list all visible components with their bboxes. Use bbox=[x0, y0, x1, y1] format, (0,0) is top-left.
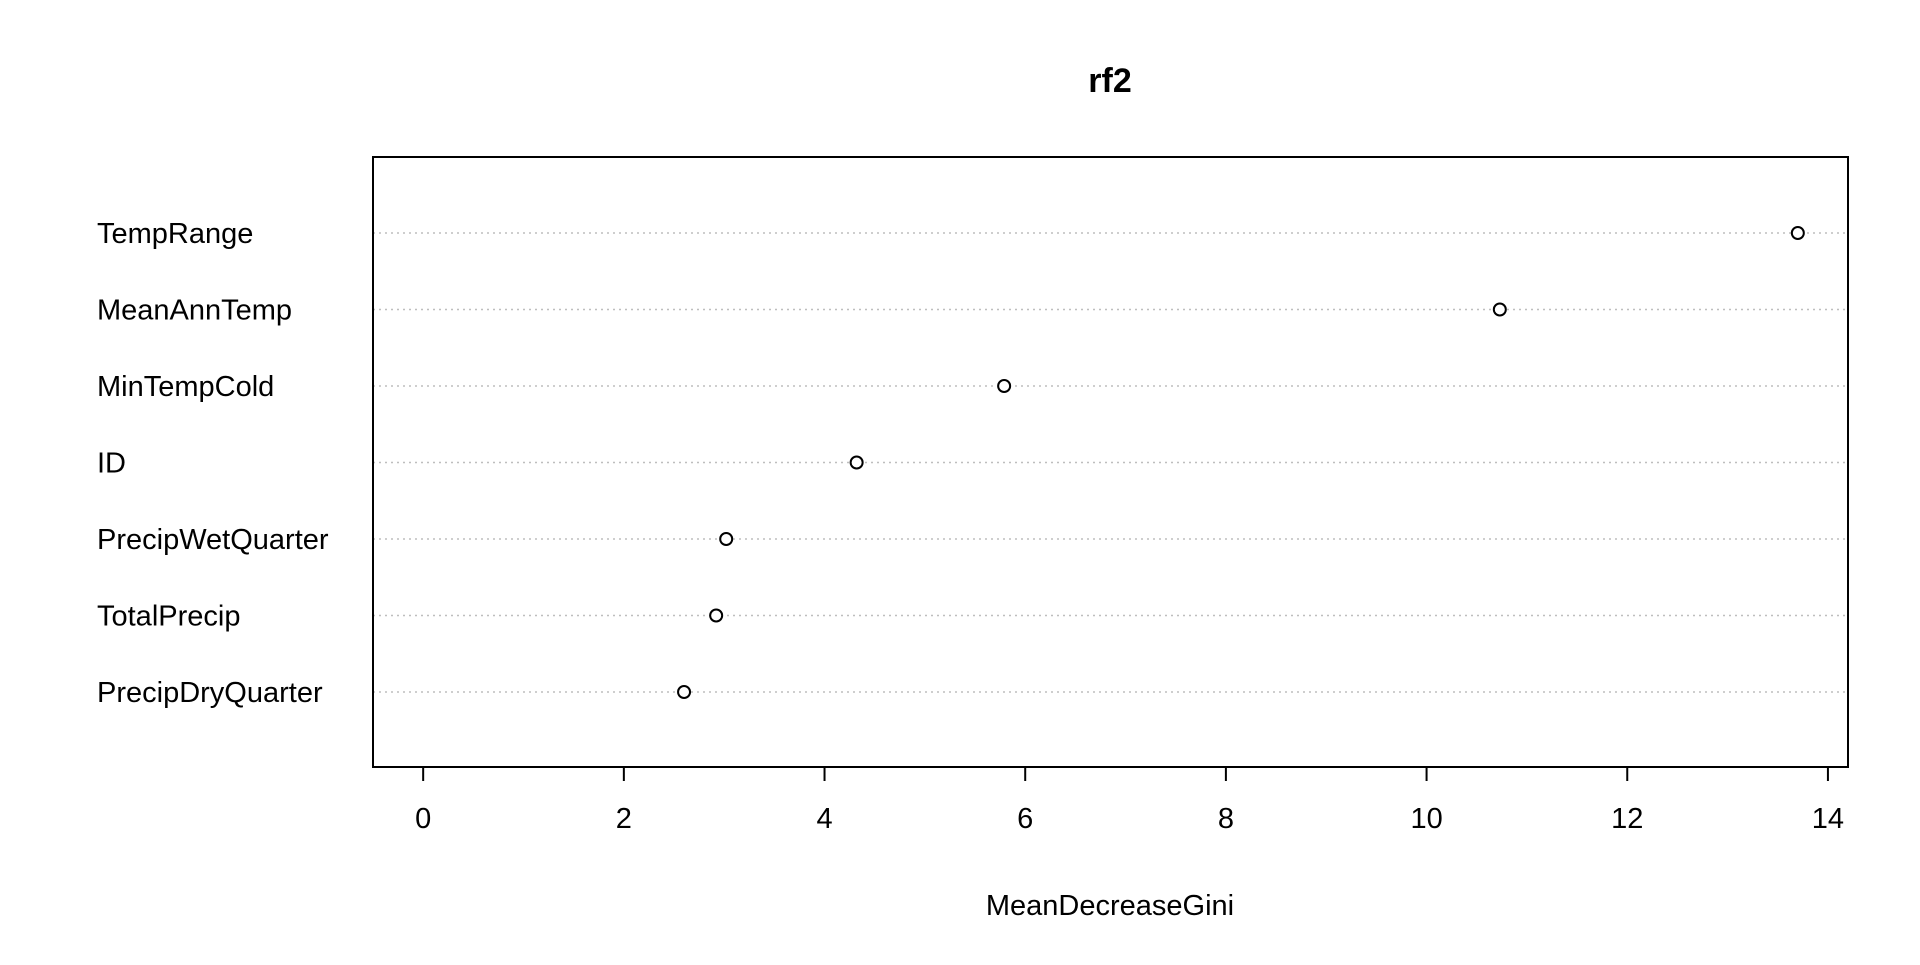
data-point bbox=[709, 608, 724, 623]
data-point bbox=[849, 455, 864, 470]
category-label: MeanAnnTemp bbox=[97, 295, 292, 327]
chart-title: rf2 bbox=[1088, 62, 1131, 100]
data-point bbox=[677, 685, 692, 699]
category-labels: TempRange MeanAnnTemp MinTempCold ID PrecipW… bbox=[97, 218, 329, 709]
category-label: MinTempCold bbox=[97, 371, 274, 403]
data-points bbox=[677, 226, 1805, 699]
category-label: TempRange bbox=[97, 218, 253, 250]
x-axis-label: MeanDecreaseGini bbox=[986, 890, 1234, 922]
data-point bbox=[1492, 302, 1507, 317]
x-tick-label: 10 bbox=[1410, 803, 1442, 835]
category-label: ID bbox=[97, 448, 126, 480]
x-tick-label: 12 bbox=[1611, 803, 1643, 835]
x-tick-label: 0 bbox=[415, 803, 431, 835]
data-point bbox=[719, 532, 734, 546]
data-point bbox=[997, 379, 1012, 393]
category-label: TotalPrecip bbox=[97, 601, 240, 633]
x-tick-label: 4 bbox=[816, 803, 832, 835]
grid-lines bbox=[373, 232, 1848, 693]
category-label: PrecipDryQuarter bbox=[97, 677, 323, 709]
data-point bbox=[1790, 226, 1805, 240]
x-tick-label: 2 bbox=[616, 803, 632, 835]
x-axis: 0 2 4 6 8 10 12 14 bbox=[415, 766, 1844, 835]
x-tick-label: 6 bbox=[1017, 803, 1033, 835]
plot-area-frame bbox=[372, 156, 1849, 768]
x-tick-label: 14 bbox=[1812, 803, 1844, 835]
x-tick-label: 8 bbox=[1218, 803, 1234, 835]
category-label: PrecipWetQuarter bbox=[97, 524, 329, 556]
